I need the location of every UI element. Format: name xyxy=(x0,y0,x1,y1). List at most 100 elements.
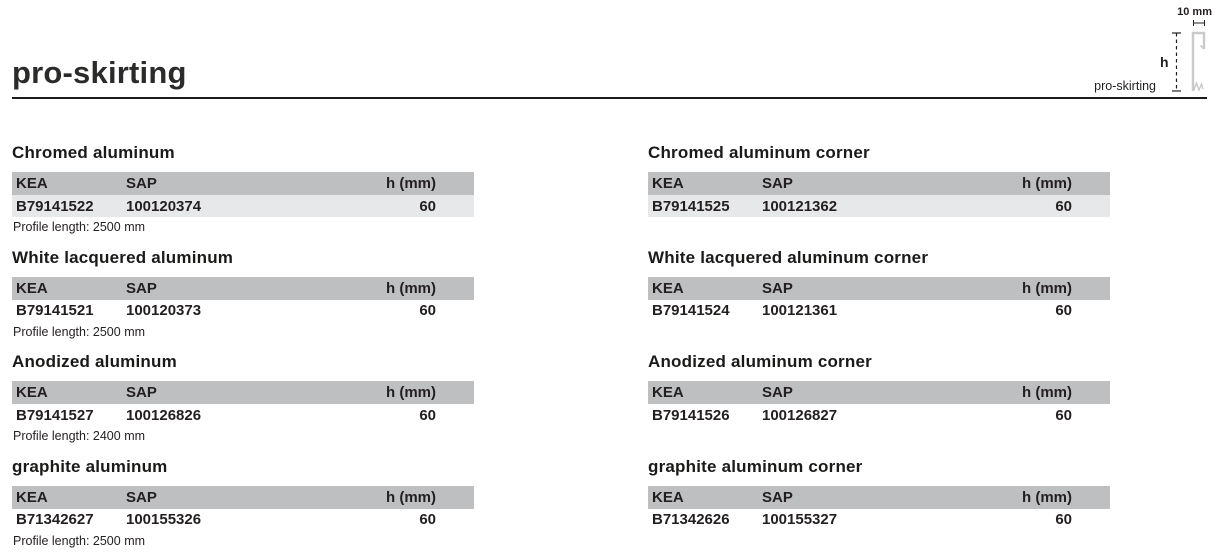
table-row: B71342627 100155326 60 xyxy=(12,509,474,531)
h-value: 60 xyxy=(419,511,436,528)
col-header-sap: SAP xyxy=(762,279,793,297)
product-table: KEA SAP h (mm) B79141526 100126827 60 xyxy=(648,381,1110,426)
product-title: graphite aluminum xyxy=(12,456,168,476)
profile-length-note xyxy=(648,429,1110,443)
kea-value: B79141524 xyxy=(652,302,730,319)
product-title: White lacquered aluminum xyxy=(12,247,234,267)
col-header-h: h (mm) xyxy=(386,488,436,506)
table-row: B71342626 100155327 60 xyxy=(648,509,1110,531)
sap-value: 100121361 xyxy=(762,302,838,319)
col-header-h: h (mm) xyxy=(386,384,436,401)
profile-length-note: Profile length: 2500 mm xyxy=(13,324,146,339)
col-header-sap: SAP xyxy=(126,384,157,401)
section-chromed-aluminum: Chromed aluminum KEA SAP h (mm) B7914152… xyxy=(12,143,474,248)
profile-length-note: Profile length: 2400 mm xyxy=(13,429,146,443)
table-header-row: KEA SAP h (mm) xyxy=(648,276,1110,300)
col-header-sap: SAP xyxy=(762,175,793,192)
table-header-row: KEA SAP h (mm) xyxy=(12,172,474,195)
col-header-kea: KEA xyxy=(652,488,684,506)
kea-value: B79141525 xyxy=(652,197,730,215)
profile-length-note xyxy=(648,325,1110,339)
table-header-row: KEA SAP h (mm) xyxy=(648,381,1110,404)
table-header-row: KEA SAP h (mm) xyxy=(648,485,1110,509)
product-table: KEA SAP h (mm) B71342626 100155327 60 xyxy=(648,485,1110,531)
section-white-lacquered-aluminum: White lacquered aluminum KEA SAP h (mm) … xyxy=(12,248,474,353)
profile-outline xyxy=(1191,31,1206,92)
table-header-row: KEA SAP h (mm) xyxy=(12,485,474,509)
height-dimension-line xyxy=(1172,32,1181,92)
product-table: KEA SAP h (mm) B79141525 100121362 60 xyxy=(648,172,1110,217)
page-header: pro-skirting xyxy=(12,0,1207,99)
width-dimension-bracket xyxy=(1193,20,1205,26)
sap-value: 100120374 xyxy=(126,197,202,215)
table-row: B79141521 100120373 60 xyxy=(12,300,474,322)
col-header-h: h (mm) xyxy=(386,175,436,192)
product-table: KEA SAP h (mm) B79141524 100121361 60 xyxy=(648,276,1110,322)
section-anodized-aluminum: Anodized aluminum KEA SAP h (mm) B791415… xyxy=(12,352,474,457)
table-row: B79141526 100126827 60 xyxy=(648,404,1110,426)
col-header-sap: SAP xyxy=(126,175,157,192)
col-header-sap: SAP xyxy=(762,384,793,401)
col-header-h: h (mm) xyxy=(1022,384,1072,401)
table-header-row: KEA SAP h (mm) xyxy=(648,172,1110,195)
product-grid: Chromed aluminum KEA SAP h (mm) B7914152… xyxy=(12,143,1218,553)
product-title: Anodized aluminum xyxy=(12,352,177,371)
col-header-kea: KEA xyxy=(16,488,48,506)
table-row: B79141527 100126826 60 xyxy=(12,404,474,426)
col-header-sap: SAP xyxy=(126,488,157,506)
table-row: B79141522 100120374 60 xyxy=(12,195,474,217)
product-title: White lacquered aluminum corner xyxy=(648,247,929,267)
col-header-sap: SAP xyxy=(126,279,157,297)
h-value: 60 xyxy=(419,197,436,215)
h-value: 60 xyxy=(1055,197,1072,215)
col-header-kea: KEA xyxy=(16,279,48,297)
col-header-kea: KEA xyxy=(652,175,684,192)
col-header-h: h (mm) xyxy=(1022,488,1072,506)
sap-value: 100120373 xyxy=(126,302,202,319)
kea-value: B79141521 xyxy=(16,302,94,319)
col-header-h: h (mm) xyxy=(1022,175,1072,192)
table-header-row: KEA SAP h (mm) xyxy=(12,381,474,404)
kea-value: B71342627 xyxy=(16,511,94,528)
product-table: KEA SAP h (mm) B79141521 100120373 60 xyxy=(12,276,474,322)
col-header-kea: KEA xyxy=(16,175,48,192)
kea-value: B79141527 xyxy=(16,406,94,424)
sap-value: 100155327 xyxy=(762,511,838,528)
col-header-kea: KEA xyxy=(652,279,684,297)
section-anodized-aluminum-corner: Anodized aluminum corner KEA SAP h (mm) … xyxy=(648,352,1110,457)
profile-length-note xyxy=(648,534,1110,548)
kea-value: B71342626 xyxy=(652,511,730,528)
section-graphite-aluminum-corner: graphite aluminum corner KEA SAP h (mm) … xyxy=(648,457,1110,553)
product-title: Anodized aluminum corner xyxy=(648,352,872,371)
profile-drawing-icon: h xyxy=(1160,20,1206,92)
page-title: pro-skirting xyxy=(12,55,187,90)
profile-length-note: Profile length: 2500 mm xyxy=(13,220,146,234)
col-header-h: h (mm) xyxy=(1022,279,1072,297)
product-table: KEA SAP h (mm) B79141527 100126826 60 xyxy=(12,381,474,426)
section-chromed-aluminum-corner: Chromed aluminum corner KEA SAP h (mm) B… xyxy=(648,143,1110,248)
product-title: graphite aluminum corner xyxy=(648,456,863,476)
product-title: Chromed aluminum xyxy=(12,143,175,162)
sap-value: 100121362 xyxy=(762,197,838,215)
col-header-h: h (mm) xyxy=(386,279,436,297)
h-value: 60 xyxy=(1055,406,1072,424)
table-row: B79141525 100121362 60 xyxy=(648,195,1110,217)
product-table: KEA SAP h (mm) B79141522 100120374 60 xyxy=(12,172,474,217)
section-white-lacquered-aluminum-corner: White lacquered aluminum corner KEA SAP … xyxy=(648,248,1110,353)
height-dimension-label: h xyxy=(1160,54,1169,70)
product-title: Chromed aluminum corner xyxy=(648,143,870,162)
width-dimension-label: 10 mm xyxy=(1177,6,1212,18)
diagram-caption: pro-skirting xyxy=(1094,79,1156,93)
col-header-sap: SAP xyxy=(762,488,793,506)
table-row: B79141524 100121361 60 xyxy=(648,300,1110,322)
h-value: 60 xyxy=(1055,511,1072,528)
sap-value: 100155326 xyxy=(126,511,202,528)
profile-length-note xyxy=(648,220,1110,234)
h-value: 60 xyxy=(419,406,436,424)
section-graphite-aluminum: graphite aluminum KEA SAP h (mm) B713426… xyxy=(12,457,474,553)
profile-length-note: Profile length: 2500 mm xyxy=(13,533,146,548)
kea-value: B79141526 xyxy=(652,406,730,424)
table-header-row: KEA SAP h (mm) xyxy=(12,276,474,300)
kea-value: B79141522 xyxy=(16,197,94,215)
col-header-kea: KEA xyxy=(652,384,684,401)
